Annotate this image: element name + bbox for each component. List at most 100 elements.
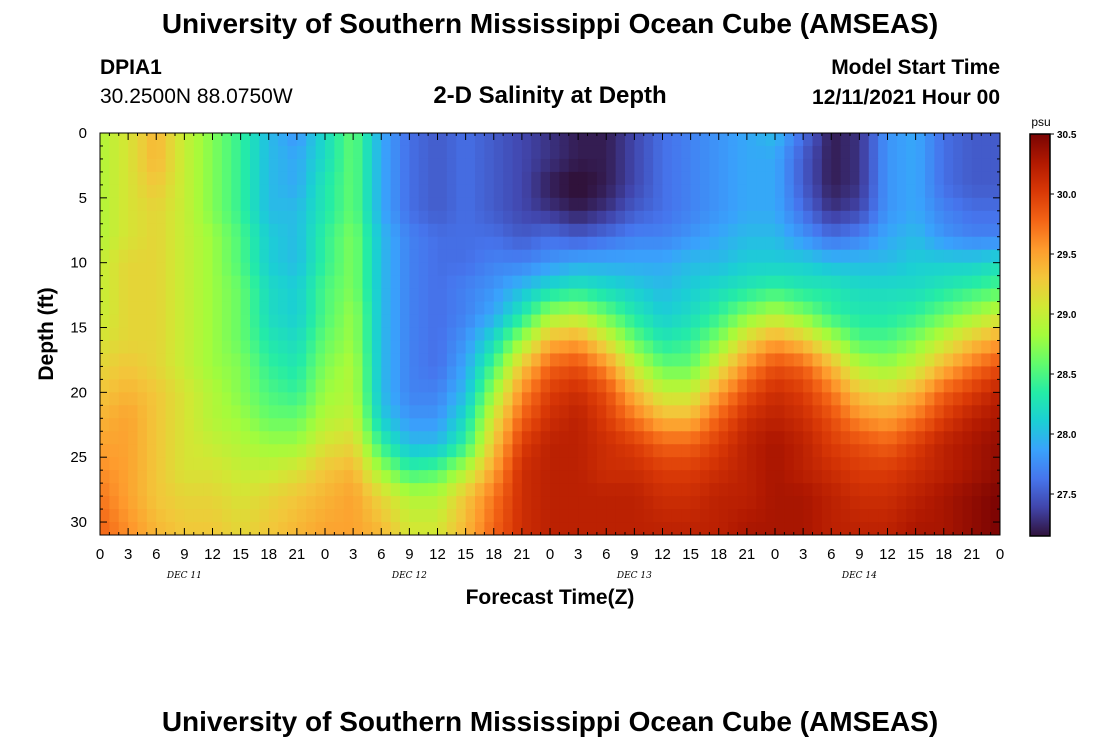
heatmap-cell (521, 275, 532, 290)
heatmap-cell (165, 522, 176, 535)
heatmap-cell (325, 340, 335, 355)
heatmap-cell (625, 353, 635, 368)
heatmap-cell (550, 444, 560, 458)
heatmap-cell (831, 262, 842, 277)
heatmap-cell (737, 288, 748, 303)
heatmap-cell (671, 210, 682, 225)
heatmap-cell (334, 288, 345, 303)
heatmap-cell (428, 418, 439, 432)
heatmap-cell (765, 509, 776, 523)
heatmap-cell (831, 133, 842, 147)
heatmap-cell (821, 223, 832, 238)
heatmap-cell (390, 158, 401, 173)
heatmap-cell (231, 444, 242, 458)
heatmap-cell (362, 353, 373, 368)
heatmap-cell (943, 509, 954, 523)
heatmap-cell (671, 483, 682, 497)
heatmap-cell (615, 483, 626, 497)
heatmap-cell (925, 418, 935, 432)
heatmap-cell (878, 197, 889, 212)
heatmap-cell (981, 301, 992, 316)
heatmap-cell (859, 483, 870, 497)
heatmap-cell (315, 392, 326, 406)
heatmap-cell (550, 327, 560, 342)
heatmap-cell (493, 379, 504, 393)
heatmap-cell (887, 496, 898, 510)
heatmap-cell (596, 275, 607, 290)
heatmap-cell (175, 470, 185, 484)
heatmap-cell (737, 197, 748, 212)
heatmap-cell (165, 171, 176, 186)
heatmap-cell (587, 522, 598, 535)
heatmap-cell (737, 236, 748, 251)
heatmap-cell (578, 353, 589, 368)
heatmap-cell (531, 301, 542, 316)
heatmap-cell (953, 210, 964, 225)
heatmap-cell (212, 496, 223, 510)
heatmap-cell (887, 509, 898, 523)
heatmap-cell (109, 171, 120, 186)
heatmap-cell (137, 133, 148, 147)
heatmap-cell (793, 210, 804, 225)
heatmap-cell (728, 158, 739, 173)
heatmap-cell (446, 366, 457, 380)
heatmap-cell (615, 457, 626, 471)
heatmap-cell (353, 145, 364, 160)
heatmap-cell (896, 158, 907, 173)
heatmap-cell (109, 236, 120, 251)
heatmap-cell (381, 366, 392, 380)
heatmap-cell (756, 197, 767, 212)
heatmap-cell (990, 379, 1000, 393)
heatmap-cell (831, 275, 842, 290)
heatmap-cell (175, 197, 185, 212)
heatmap-cell (325, 509, 335, 523)
heatmap-cell (465, 418, 476, 432)
heatmap-cell (821, 509, 832, 523)
heatmap-cell (296, 522, 307, 535)
heatmap-cell (315, 133, 326, 147)
heatmap-cell (296, 223, 307, 238)
heatmap-cell (418, 457, 429, 471)
heatmap-cell (175, 171, 185, 186)
heatmap-cell (643, 379, 654, 393)
heatmap-cell (165, 366, 176, 380)
heatmap-cell (137, 197, 148, 212)
heatmap-cell (568, 275, 579, 290)
heatmap-cell (737, 431, 748, 445)
heatmap-cell (137, 353, 148, 368)
heatmap-cell (615, 314, 626, 329)
heatmap-cell (681, 262, 692, 277)
heatmap-cell (700, 470, 710, 484)
heatmap-cell (400, 249, 410, 264)
heatmap-cell (100, 470, 110, 484)
heatmap-cell (446, 184, 457, 199)
heatmap-cell (221, 262, 232, 277)
heatmap-cell (203, 418, 214, 432)
heatmap-cell (868, 275, 879, 290)
heatmap-cell (278, 405, 289, 419)
heatmap-cell (100, 483, 110, 497)
heatmap-cell (334, 470, 345, 484)
heatmap-cell (643, 288, 654, 303)
heatmap-cell (559, 223, 570, 238)
heatmap-cell (662, 392, 673, 406)
heatmap-cell (831, 340, 842, 355)
heatmap-cell (306, 418, 317, 432)
heatmap-cell (746, 418, 757, 432)
heatmap-cell (493, 236, 504, 251)
heatmap-cell (643, 431, 654, 445)
heatmap-cell (362, 210, 373, 225)
heatmap-cell (831, 470, 842, 484)
heatmap-cell (990, 133, 1000, 147)
heatmap-cell (475, 197, 485, 212)
heatmap-cell (203, 158, 214, 173)
heatmap-cell (878, 314, 889, 329)
heatmap-cell (446, 158, 457, 173)
heatmap-cell (287, 353, 298, 368)
y-tick-label: 15 (70, 320, 87, 337)
heatmap-cell (690, 275, 701, 290)
heatmap-cell (165, 210, 176, 225)
heatmap-cell (128, 197, 139, 212)
heatmap-cell (906, 249, 917, 264)
